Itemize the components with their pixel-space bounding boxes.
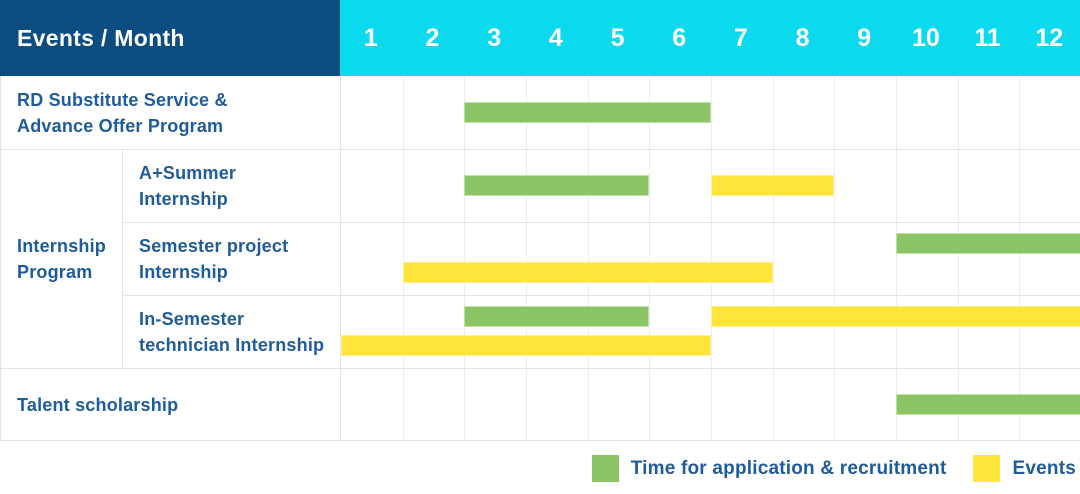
legend-event-label: Events: [1012, 457, 1076, 479]
header-title: Events / Month: [17, 24, 185, 51]
label-line: Advance Offer Program: [17, 115, 224, 136]
bar-application: [464, 102, 711, 123]
row-separator: [123, 295, 1080, 296]
events-month-header-cell: Events / Month: [0, 0, 340, 76]
schedule-table: Events / Month 1 2 3 4 5 6 7 8 9 10 11 12 RD Substi…: [0, 0, 1080, 441]
month-gridline: [834, 76, 836, 440]
bar-application: [896, 233, 1080, 254]
bar-event: [711, 175, 835, 196]
month-gridline: [649, 76, 651, 440]
month-label-2: 2: [425, 23, 440, 52]
row-label-talent-scholarship: Talent scholarship: [1, 368, 341, 441]
bar-event: [341, 335, 711, 356]
month-gridline: [711, 76, 712, 440]
month-label-10: 10: [911, 23, 940, 52]
chart-body: RD Substitute Service & Advance Offer Pro…: [0, 76, 1080, 441]
legend-application-swatch: [591, 455, 619, 482]
group-label-internship-program: Internship Program: [1, 149, 123, 368]
row-separator: [123, 222, 1080, 223]
month-gridline: [464, 76, 466, 440]
legend-event-swatch: [973, 455, 1001, 482]
row-label-rd-substitute-service-advance-offer-program: RD Substitute Service & Advance Offer Pro…: [1, 76, 341, 149]
month-label-11: 11: [974, 23, 1001, 52]
row-label-in-semester-technician-internship: In-Semester technician Internship: [123, 295, 341, 368]
row-label-semester-project-internship: Semester project Internship: [123, 222, 341, 295]
month-label-8: 8: [795, 23, 810, 52]
month-gridline: [587, 76, 589, 440]
label-line: Semester project: [139, 235, 289, 256]
label-line: Internship: [17, 235, 107, 256]
month-gridline: [896, 76, 897, 440]
label-line: technician Internship: [139, 334, 325, 355]
month-gridline: [402, 76, 404, 440]
bar-application: [464, 306, 650, 327]
month-label-7: 7: [733, 23, 748, 52]
table-header: Events / Month 1 2 3 4 5 6 7 8 9 10 11 12: [0, 0, 1080, 76]
label-line: Program: [17, 261, 93, 282]
bar-event: [711, 306, 1080, 327]
month-gridline: [526, 76, 527, 440]
label-line: A+Summer: [139, 162, 237, 183]
label-line: Talent scholarship: [17, 394, 179, 415]
label-line: In-Semester: [139, 308, 245, 329]
legend: Time for application & recruitment Events: [0, 455, 1076, 482]
label-line: RD Substitute Service &: [17, 89, 228, 110]
label-line: Internship: [139, 261, 229, 282]
month-label-6: 6: [672, 23, 687, 52]
month-label-1: 1: [363, 23, 378, 52]
bar-application: [896, 394, 1080, 415]
month-label-4: 4: [548, 23, 563, 52]
month-label-3: 3: [487, 23, 502, 52]
month-label-5: 5: [610, 23, 625, 52]
row-separator: [1, 368, 1080, 369]
legend-application-label: Time for application & recruitment: [630, 457, 947, 479]
label-line: Internship: [139, 188, 229, 209]
month-gridline: [1019, 76, 1021, 440]
month-gridline: [957, 76, 959, 440]
bar-event: [402, 262, 773, 283]
month-label-9: 9: [857, 23, 872, 52]
row-label-a-summer-internship: A+Summer Internship: [123, 149, 341, 222]
month-gridline: [772, 76, 774, 440]
row-separator: [1, 149, 1080, 150]
bar-application: [464, 175, 650, 196]
months-header: 1 2 3 4 5 6 7 8 9 10 11 12: [340, 0, 1080, 76]
month-label-12: 12: [1035, 23, 1064, 52]
